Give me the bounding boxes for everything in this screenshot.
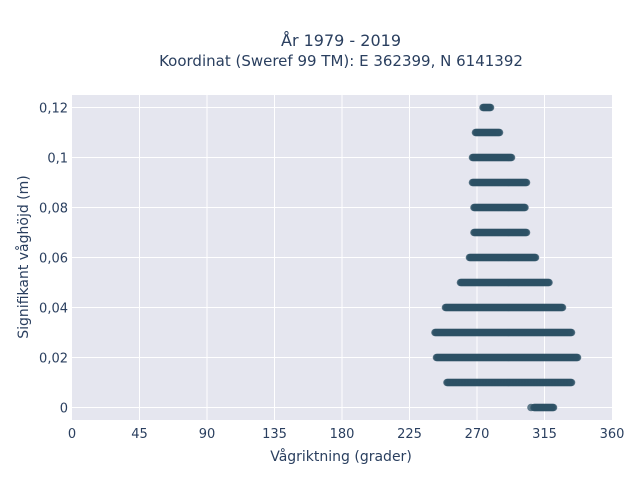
data-points xyxy=(431,103,582,412)
chart-title-line1: År 1979 - 2019 xyxy=(281,31,401,50)
data-point xyxy=(567,378,576,387)
x-axis-ticks: 0 45 90 135 180 225 270 315 360 xyxy=(68,427,625,442)
y-tick-label: 0,02 xyxy=(39,352,68,367)
x-tick-label: 315 xyxy=(532,427,557,442)
y-tick-label: 0,08 xyxy=(39,202,68,217)
x-tick-label: 90 xyxy=(199,427,216,442)
y-tick-label: 0 xyxy=(60,402,68,417)
data-point xyxy=(495,128,504,137)
data-point xyxy=(573,353,582,362)
data-point xyxy=(549,403,558,412)
data-point xyxy=(567,328,576,337)
y-tick-label: 0,1 xyxy=(47,152,68,167)
chart-title-line2: Koordinat (Sweref 99 TM): E 362399, N 61… xyxy=(159,52,523,70)
data-point xyxy=(531,253,540,262)
y-axis-ticks: 0 0,02 0,04 0,06 0,08 0,1 0,12 xyxy=(39,102,68,417)
data-point xyxy=(507,153,516,162)
x-tick-label: 180 xyxy=(330,427,355,442)
data-point xyxy=(545,278,553,287)
y-tick-label: 0,04 xyxy=(39,302,68,317)
x-tick-label: 135 xyxy=(262,427,287,442)
x-tick-label: 360 xyxy=(600,427,625,442)
data-point xyxy=(486,103,495,112)
data-point xyxy=(522,228,531,237)
y-axis-label: Signifikant våghöjd (m) xyxy=(15,175,32,338)
y-tick-label: 0,06 xyxy=(39,252,68,267)
data-point xyxy=(558,303,567,312)
x-tick-label: 45 xyxy=(131,427,148,442)
x-tick-label: 270 xyxy=(465,427,490,442)
data-point xyxy=(522,178,531,187)
x-tick-label: 0 xyxy=(68,427,76,442)
x-axis-label: Vågriktning (grader) xyxy=(270,448,412,465)
x-tick-label: 225 xyxy=(397,427,422,442)
data-point xyxy=(521,203,529,212)
y-tick-label: 0,12 xyxy=(39,102,68,117)
